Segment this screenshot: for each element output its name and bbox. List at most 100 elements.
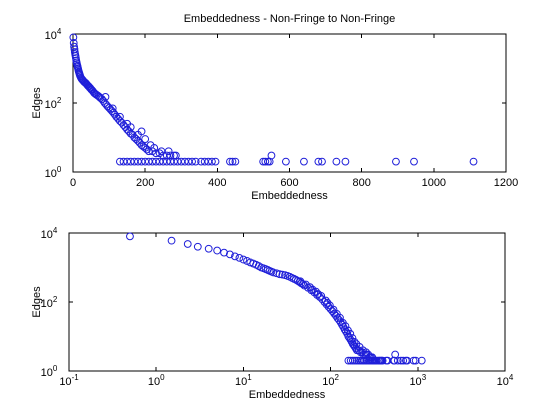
data-point [411, 356, 420, 365]
data-point [314, 157, 323, 166]
data-point [278, 270, 287, 279]
data-point [341, 322, 350, 331]
data-point [231, 157, 240, 166]
data-point [126, 232, 134, 241]
data-point [345, 334, 354, 342]
data-point [108, 104, 117, 113]
data-point [167, 236, 176, 245]
data-point [191, 157, 200, 166]
data-point [321, 296, 330, 305]
data-point [346, 329, 355, 338]
data-point [141, 135, 150, 143]
data-point [70, 42, 78, 51]
data-point [313, 291, 321, 299]
data-point [261, 157, 270, 166]
data-point [150, 143, 159, 152]
data-point [378, 356, 387, 365]
data-point [220, 248, 228, 257]
x-axis-label: Embeddedness [251, 190, 328, 202]
data-points [126, 232, 426, 365]
y-axis-label: Edges [31, 87, 43, 119]
data-point [301, 280, 310, 289]
data-point [296, 277, 305, 286]
data-point [300, 157, 308, 166]
y-tick-label: 100 [41, 364, 58, 379]
x-axis-label: Embeddedness [249, 389, 326, 401]
x-tick-label: 400 [208, 177, 226, 189]
x-tick-label: 200 [136, 177, 154, 189]
data-point [193, 242, 202, 251]
data-point [341, 157, 350, 166]
data-point [317, 292, 326, 300]
data-point [101, 93, 110, 101]
data-point [348, 334, 357, 342]
data-point [281, 157, 290, 166]
data-point [346, 356, 355, 365]
x-tick-label: 104 [497, 373, 514, 388]
data-point [410, 157, 418, 166]
data-point [69, 33, 78, 42]
data-point [272, 269, 281, 278]
data-point [469, 157, 478, 166]
data-point [188, 157, 196, 166]
data-point [228, 157, 237, 166]
y-tick-label: 100 [45, 165, 62, 180]
data-point [362, 348, 370, 357]
data-point [231, 252, 239, 261]
data-point [183, 240, 192, 248]
y-axis-label: Edges [31, 286, 43, 318]
data-point [116, 112, 124, 121]
data-point [393, 356, 402, 365]
data-point [399, 356, 408, 365]
x-tick-label: 10-1 [59, 373, 79, 388]
data-point [211, 157, 220, 166]
plot-frame [68, 232, 506, 372]
data-point [312, 287, 320, 296]
data-point [204, 244, 213, 253]
data-point [164, 147, 173, 156]
data-point [323, 298, 332, 307]
x-tick-label: 800 [352, 177, 370, 189]
data-point [235, 253, 244, 262]
data-point [318, 295, 327, 304]
x-tick-label: 100 [148, 373, 165, 388]
data-point [152, 149, 160, 158]
data-point [166, 151, 175, 160]
x-tick-label: 103 [409, 373, 426, 388]
x-tick-label: 102 [322, 373, 339, 388]
data-point [348, 356, 357, 365]
data-point [137, 127, 146, 136]
x-tick-label: 1200 [494, 177, 518, 189]
data-point [392, 157, 400, 166]
y-tick-label: 104 [45, 27, 62, 42]
data-point [397, 356, 405, 365]
data-point [226, 157, 234, 166]
data-point [208, 157, 216, 166]
data-point [213, 246, 222, 255]
data-point [267, 151, 276, 160]
data-point [225, 250, 234, 259]
data-point [306, 283, 314, 292]
chart-top-linear: Embeddedness - Non-Fringe to Non-Fringe 0… [31, 13, 518, 202]
x-tick-label: 600 [280, 177, 298, 189]
data-point [95, 93, 104, 101]
data-point [409, 356, 418, 365]
x-tick-label: 0 [70, 177, 76, 189]
chart-title: Embeddedness - Non-Fringe to Non-Fringe [184, 13, 396, 25]
data-point [332, 157, 341, 166]
x-tick-label: 1000 [422, 177, 446, 189]
chart-bottom-loglog: 10-1 100 101 102 103 104100102104Embeddedness… [31, 226, 514, 401]
data-point [318, 157, 326, 166]
y-tick-label: 104 [41, 226, 58, 241]
data-point [239, 255, 248, 264]
data-point [350, 337, 359, 346]
data-point [126, 123, 135, 132]
data-points [69, 33, 478, 166]
y-tick-label: 102 [41, 295, 58, 310]
plot-frame [72, 33, 507, 173]
data-point [417, 356, 426, 365]
x-tick-label: 101 [235, 373, 252, 388]
data-point [275, 270, 284, 279]
y-tick-label: 102 [45, 96, 62, 111]
